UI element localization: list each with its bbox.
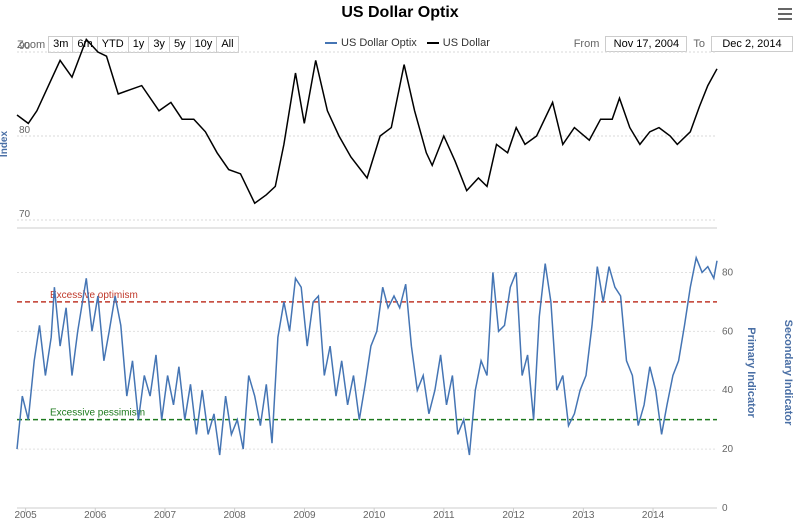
- secondary-y-axis-title: Secondary Indicator: [782, 320, 794, 426]
- x-tick-label: 2011: [433, 510, 455, 521]
- bottom-ytick-label: 20: [722, 444, 734, 455]
- legend-item-dollar[interactable]: US Dollar: [426, 37, 490, 49]
- primary-y-axis-title: Primary Indicator: [745, 327, 757, 418]
- x-tick-label: 2014: [642, 510, 665, 521]
- top-ytick-label: 90: [19, 41, 31, 52]
- us-dollar-line: [16, 37, 718, 205]
- zoom-label: Zoom: [17, 38, 46, 51]
- x-tick-label: 2005: [14, 510, 37, 521]
- legend-swatch-optix: [325, 42, 337, 44]
- x-tick-label: 2007: [154, 510, 177, 521]
- top-ytick-label: 80: [19, 125, 31, 136]
- zoom-3m-button[interactable]: 3m: [48, 36, 74, 53]
- top-ytick-label: 70: [19, 209, 31, 220]
- threshold-label: Excessive optimism: [50, 290, 138, 301]
- date-range-selector: From Nov 17, 2004 To Dec 2, 2014: [568, 36, 793, 52]
- threshold-label: Excessive pessimism: [50, 408, 145, 419]
- hamburger-menu-icon[interactable]: [778, 8, 792, 20]
- legend-label-dollar: US Dollar: [442, 37, 490, 49]
- bottom-ytick-label: 80: [722, 267, 734, 278]
- to-label: To: [693, 38, 705, 50]
- from-label: From: [573, 38, 600, 50]
- x-tick-label: 2009: [293, 510, 316, 521]
- legend: US Dollar Optix US Dollar: [325, 37, 500, 49]
- top-y-axis-title: Index: [0, 131, 10, 158]
- us-dollar-optix-line: [16, 255, 718, 456]
- legend-item-optix[interactable]: US Dollar Optix: [325, 37, 417, 49]
- legend-swatch-dollar: [426, 42, 439, 44]
- legend-label-optix: US Dollar Optix: [341, 37, 417, 49]
- x-tick-label: 2013: [572, 510, 595, 521]
- bottom-ytick-label: 40: [722, 385, 734, 396]
- x-tick-label: 2008: [223, 510, 246, 521]
- bottom-ytick-label: 60: [722, 326, 734, 337]
- to-date-input[interactable]: Dec 2, 2014: [711, 36, 793, 52]
- bottom-ytick-label: 0: [722, 503, 728, 514]
- x-tick-label: 2012: [502, 510, 525, 521]
- zoom-all-button[interactable]: All: [216, 36, 239, 53]
- zoom-ytd-button[interactable]: YTD: [96, 36, 129, 53]
- x-tick-label: 2006: [84, 510, 107, 521]
- chart-title: US Dollar Optix: [341, 4, 459, 21]
- zoom-controls: Zoom 3m 6m YTD 1y 3y 5y 10y All: [17, 36, 239, 53]
- x-tick-label: 2010: [363, 510, 386, 521]
